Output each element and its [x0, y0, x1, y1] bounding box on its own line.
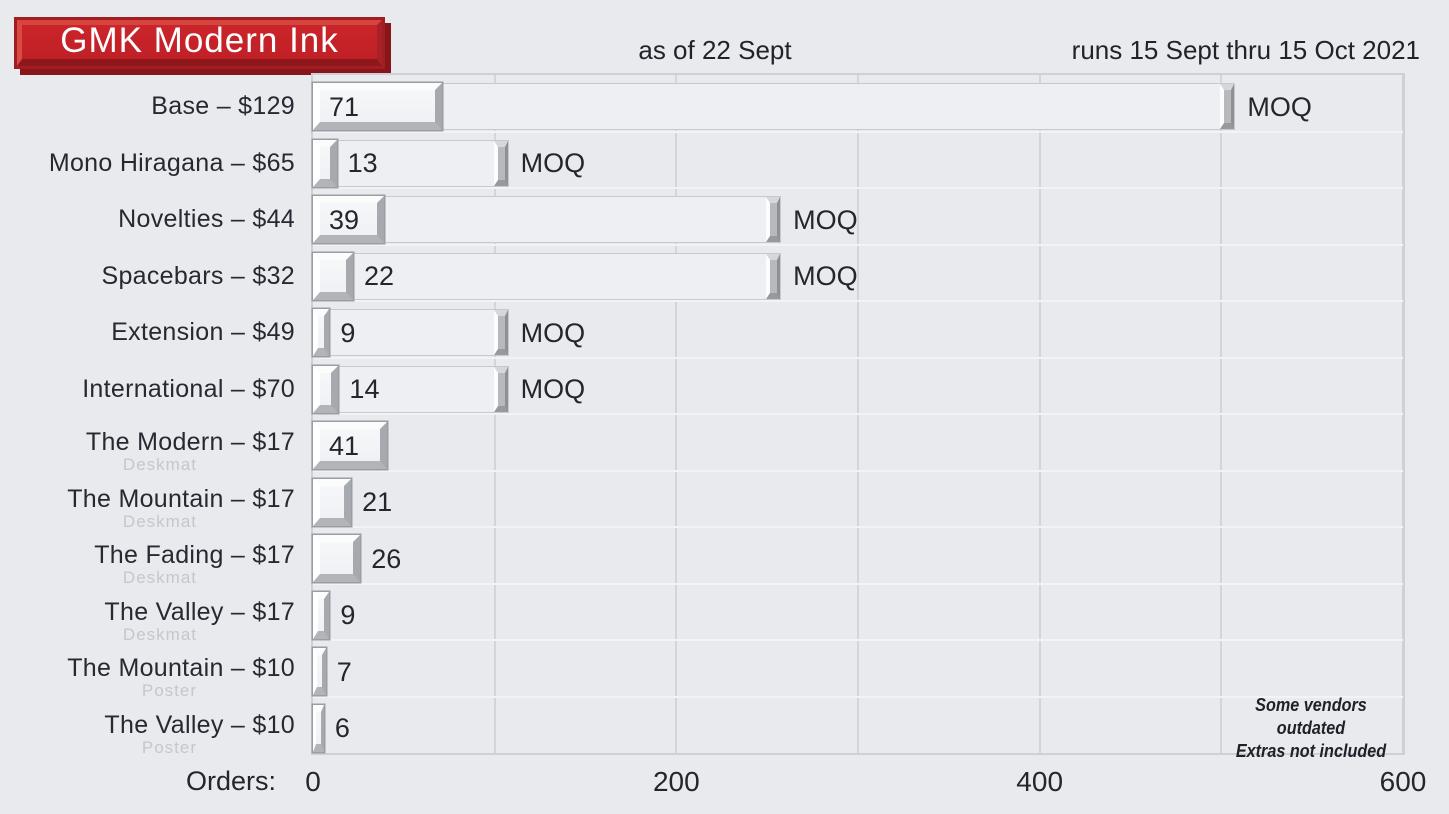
row-label: Novelties – $44: [118, 205, 295, 233]
moq-track: [313, 365, 509, 413]
axis-tick-600: 600: [1379, 766, 1427, 797]
row-separator: [313, 187, 1403, 189]
row-label: The Fading – $17: [94, 541, 295, 569]
moq-marker: [493, 366, 508, 412]
row-separator: [313, 130, 1403, 133]
title-banner-face: GMK Modern Ink: [17, 20, 382, 66]
row-label: Base – $129: [151, 92, 295, 120]
order-count: 39: [329, 204, 360, 235]
axis-tick-0: 0: [305, 766, 321, 797]
order-count: 9: [340, 600, 356, 630]
row-sublabel: Deskmat: [122, 455, 197, 474]
row-label: Spacebars – $32: [101, 261, 295, 290]
order-count: 22: [363, 261, 394, 291]
row-separator: [313, 526, 1403, 528]
row-sublabel: Deskmat: [122, 568, 197, 587]
order-bar: [313, 252, 353, 300]
moq-track: [313, 309, 509, 356]
order-bar: [313, 196, 384, 243]
row-label: The Modern – $17: [85, 428, 295, 456]
row-label: The Mountain – $10: [67, 654, 295, 682]
row-separator: [313, 582, 1403, 585]
footnote: Some vendors outdated Extras not include…: [1231, 694, 1391, 763]
moq-label: MOQ: [520, 317, 586, 348]
order-count: 7: [336, 656, 352, 687]
row-sublabel: Poster: [141, 737, 197, 757]
row-label: Mono Hiragana – $65: [48, 148, 295, 177]
order-bar: [313, 535, 361, 582]
order-count: 71: [329, 91, 360, 122]
run-dates: runs 15 Sept thru 15 Oct 2021: [1071, 35, 1420, 65]
order-bar: [313, 365, 339, 413]
moq-marker: [766, 253, 781, 299]
order-bar: [313, 591, 330, 639]
moq-label: MOQ: [793, 261, 858, 291]
order-bar: [313, 309, 330, 356]
row-label: The Mountain – $17: [67, 484, 295, 513]
row-separator: [313, 639, 1403, 641]
axis-tick-200: 200: [652, 766, 700, 797]
order-count: 13: [347, 148, 378, 178]
moq-marker: [493, 140, 508, 186]
row-sublabel: Poster: [141, 681, 197, 700]
chart-title: GMK Modern Ink: [60, 20, 339, 60]
row-separator: [313, 356, 1403, 359]
row-label: The Valley – $10: [104, 710, 295, 739]
order-bar: [313, 422, 388, 469]
order-bar: [313, 648, 326, 695]
moq-label: MOQ: [793, 204, 858, 235]
as-of-date: as of 22 Sept: [638, 35, 792, 65]
row-separator: [313, 695, 1403, 698]
row-separator: [313, 469, 1403, 472]
row-label: The Valley – $17: [104, 597, 295, 626]
order-count: 9: [340, 317, 356, 348]
row-label: Extension – $49: [111, 318, 295, 346]
order-count: 14: [349, 374, 380, 404]
order-count: 41: [329, 430, 360, 461]
moq-label: MOQ: [520, 374, 586, 404]
moq-marker: [766, 197, 781, 242]
axis-tick-400: 400: [1016, 766, 1064, 797]
order-bar: [313, 139, 337, 187]
moq-track: [313, 139, 509, 187]
row-separator: [313, 413, 1403, 415]
title-banner: GMK Modern Ink: [14, 17, 385, 69]
x-axis-title: Orders:: [185, 766, 276, 796]
footnote-line-2: Extras not included: [1235, 741, 1387, 761]
moq-track: [313, 196, 782, 243]
order-bar: [313, 478, 352, 526]
moq-track: [313, 83, 1236, 130]
plot-border: [311, 73, 1405, 755]
moq-label: MOQ: [520, 148, 586, 178]
moq-marker: [1220, 84, 1235, 129]
order-count: 21: [362, 487, 393, 517]
row-separator: [313, 243, 1403, 246]
moq-marker: [493, 310, 508, 355]
row-sublabel: Deskmat: [122, 624, 197, 644]
order-bar: [313, 83, 442, 130]
moq-label: MOQ: [1247, 91, 1312, 122]
order-bar: [313, 704, 324, 752]
row-separator: [313, 300, 1403, 302]
order-count: 6: [334, 713, 350, 743]
order-count: 26: [371, 543, 402, 574]
footnote-line-1: Some vendors outdated: [1255, 695, 1367, 738]
row-sublabel: Deskmat: [122, 511, 197, 531]
row-label: International – $70: [82, 374, 295, 403]
